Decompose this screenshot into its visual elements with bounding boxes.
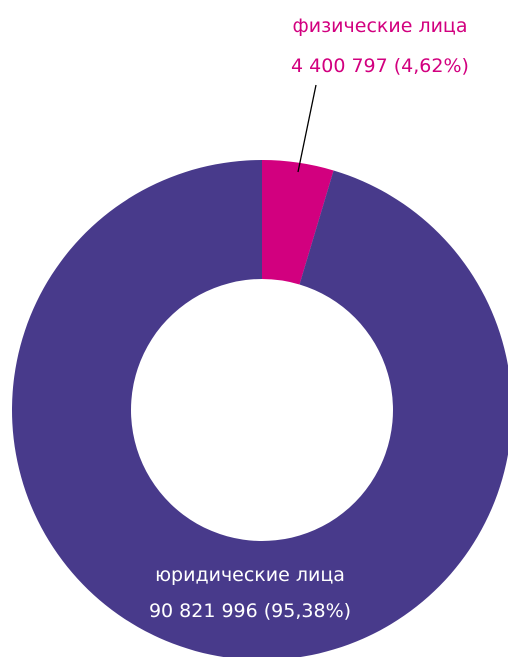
slice-value-physical: 4 400 797 (4,62%) (291, 55, 469, 77)
slice-label-physical: физические лица (292, 15, 467, 37)
slice-legal (12, 160, 508, 657)
leader-line-physical (297, 84, 317, 173)
slice-label-legal: юридические лица (155, 564, 345, 586)
slice-value-legal: 90 821 996 (95,38%) (149, 600, 351, 622)
donut-slices (12, 160, 508, 657)
slice-physical (262, 160, 334, 285)
